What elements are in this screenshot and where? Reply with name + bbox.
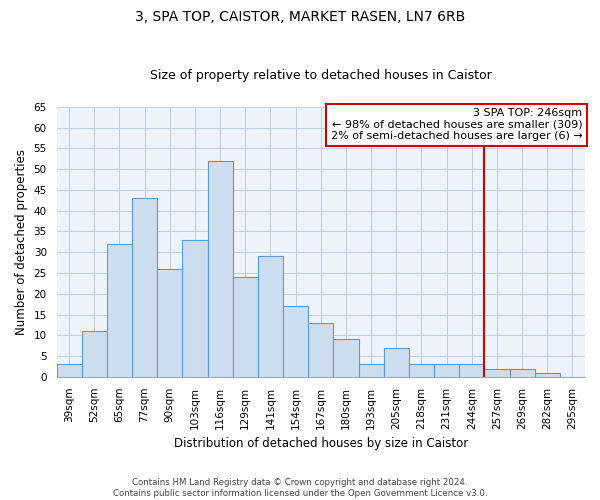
Bar bbox=[208, 161, 233, 377]
Bar bbox=[308, 323, 334, 377]
Y-axis label: Number of detached properties: Number of detached properties bbox=[15, 149, 28, 335]
Bar bbox=[157, 269, 182, 377]
X-axis label: Distribution of detached houses by size in Caistor: Distribution of detached houses by size … bbox=[173, 437, 468, 450]
Bar bbox=[132, 198, 157, 377]
Text: Contains HM Land Registry data © Crown copyright and database right 2024.
Contai: Contains HM Land Registry data © Crown c… bbox=[113, 478, 487, 498]
Bar bbox=[359, 364, 383, 377]
Bar bbox=[434, 364, 459, 377]
Bar bbox=[258, 256, 283, 377]
Bar bbox=[509, 368, 535, 377]
Bar bbox=[56, 364, 82, 377]
Bar bbox=[383, 348, 409, 377]
Bar bbox=[82, 331, 107, 377]
Bar bbox=[484, 368, 509, 377]
Text: 3, SPA TOP, CAISTOR, MARKET RASEN, LN7 6RB: 3, SPA TOP, CAISTOR, MARKET RASEN, LN7 6… bbox=[135, 10, 465, 24]
Bar bbox=[334, 340, 359, 377]
Bar bbox=[409, 364, 434, 377]
Bar bbox=[283, 306, 308, 377]
Bar bbox=[459, 364, 484, 377]
Bar bbox=[182, 240, 208, 377]
Title: Size of property relative to detached houses in Caistor: Size of property relative to detached ho… bbox=[150, 69, 491, 82]
Text: 3 SPA TOP: 246sqm
← 98% of detached houses are smaller (309)
2% of semi-detached: 3 SPA TOP: 246sqm ← 98% of detached hous… bbox=[331, 108, 583, 142]
Bar bbox=[233, 277, 258, 377]
Bar bbox=[535, 372, 560, 377]
Bar bbox=[107, 244, 132, 377]
